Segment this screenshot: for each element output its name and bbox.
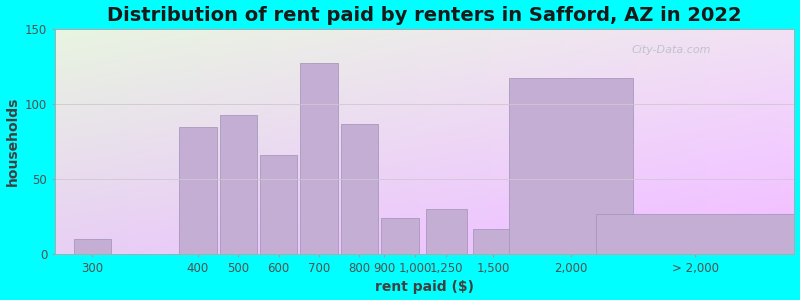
Bar xyxy=(426,209,466,254)
Bar xyxy=(341,124,378,254)
Y-axis label: households: households xyxy=(6,97,19,186)
Bar xyxy=(596,214,794,254)
Title: Distribution of rent paid by renters in Safford, AZ in 2022: Distribution of rent paid by renters in … xyxy=(107,6,742,25)
Bar xyxy=(301,63,338,254)
Bar xyxy=(473,229,514,254)
Bar xyxy=(74,239,111,254)
Bar xyxy=(220,115,257,254)
Bar xyxy=(509,79,633,254)
X-axis label: rent paid ($): rent paid ($) xyxy=(375,280,474,294)
Text: City-Data.com: City-Data.com xyxy=(632,45,711,55)
Bar xyxy=(179,127,217,254)
Bar xyxy=(260,155,298,254)
Bar xyxy=(382,218,418,254)
